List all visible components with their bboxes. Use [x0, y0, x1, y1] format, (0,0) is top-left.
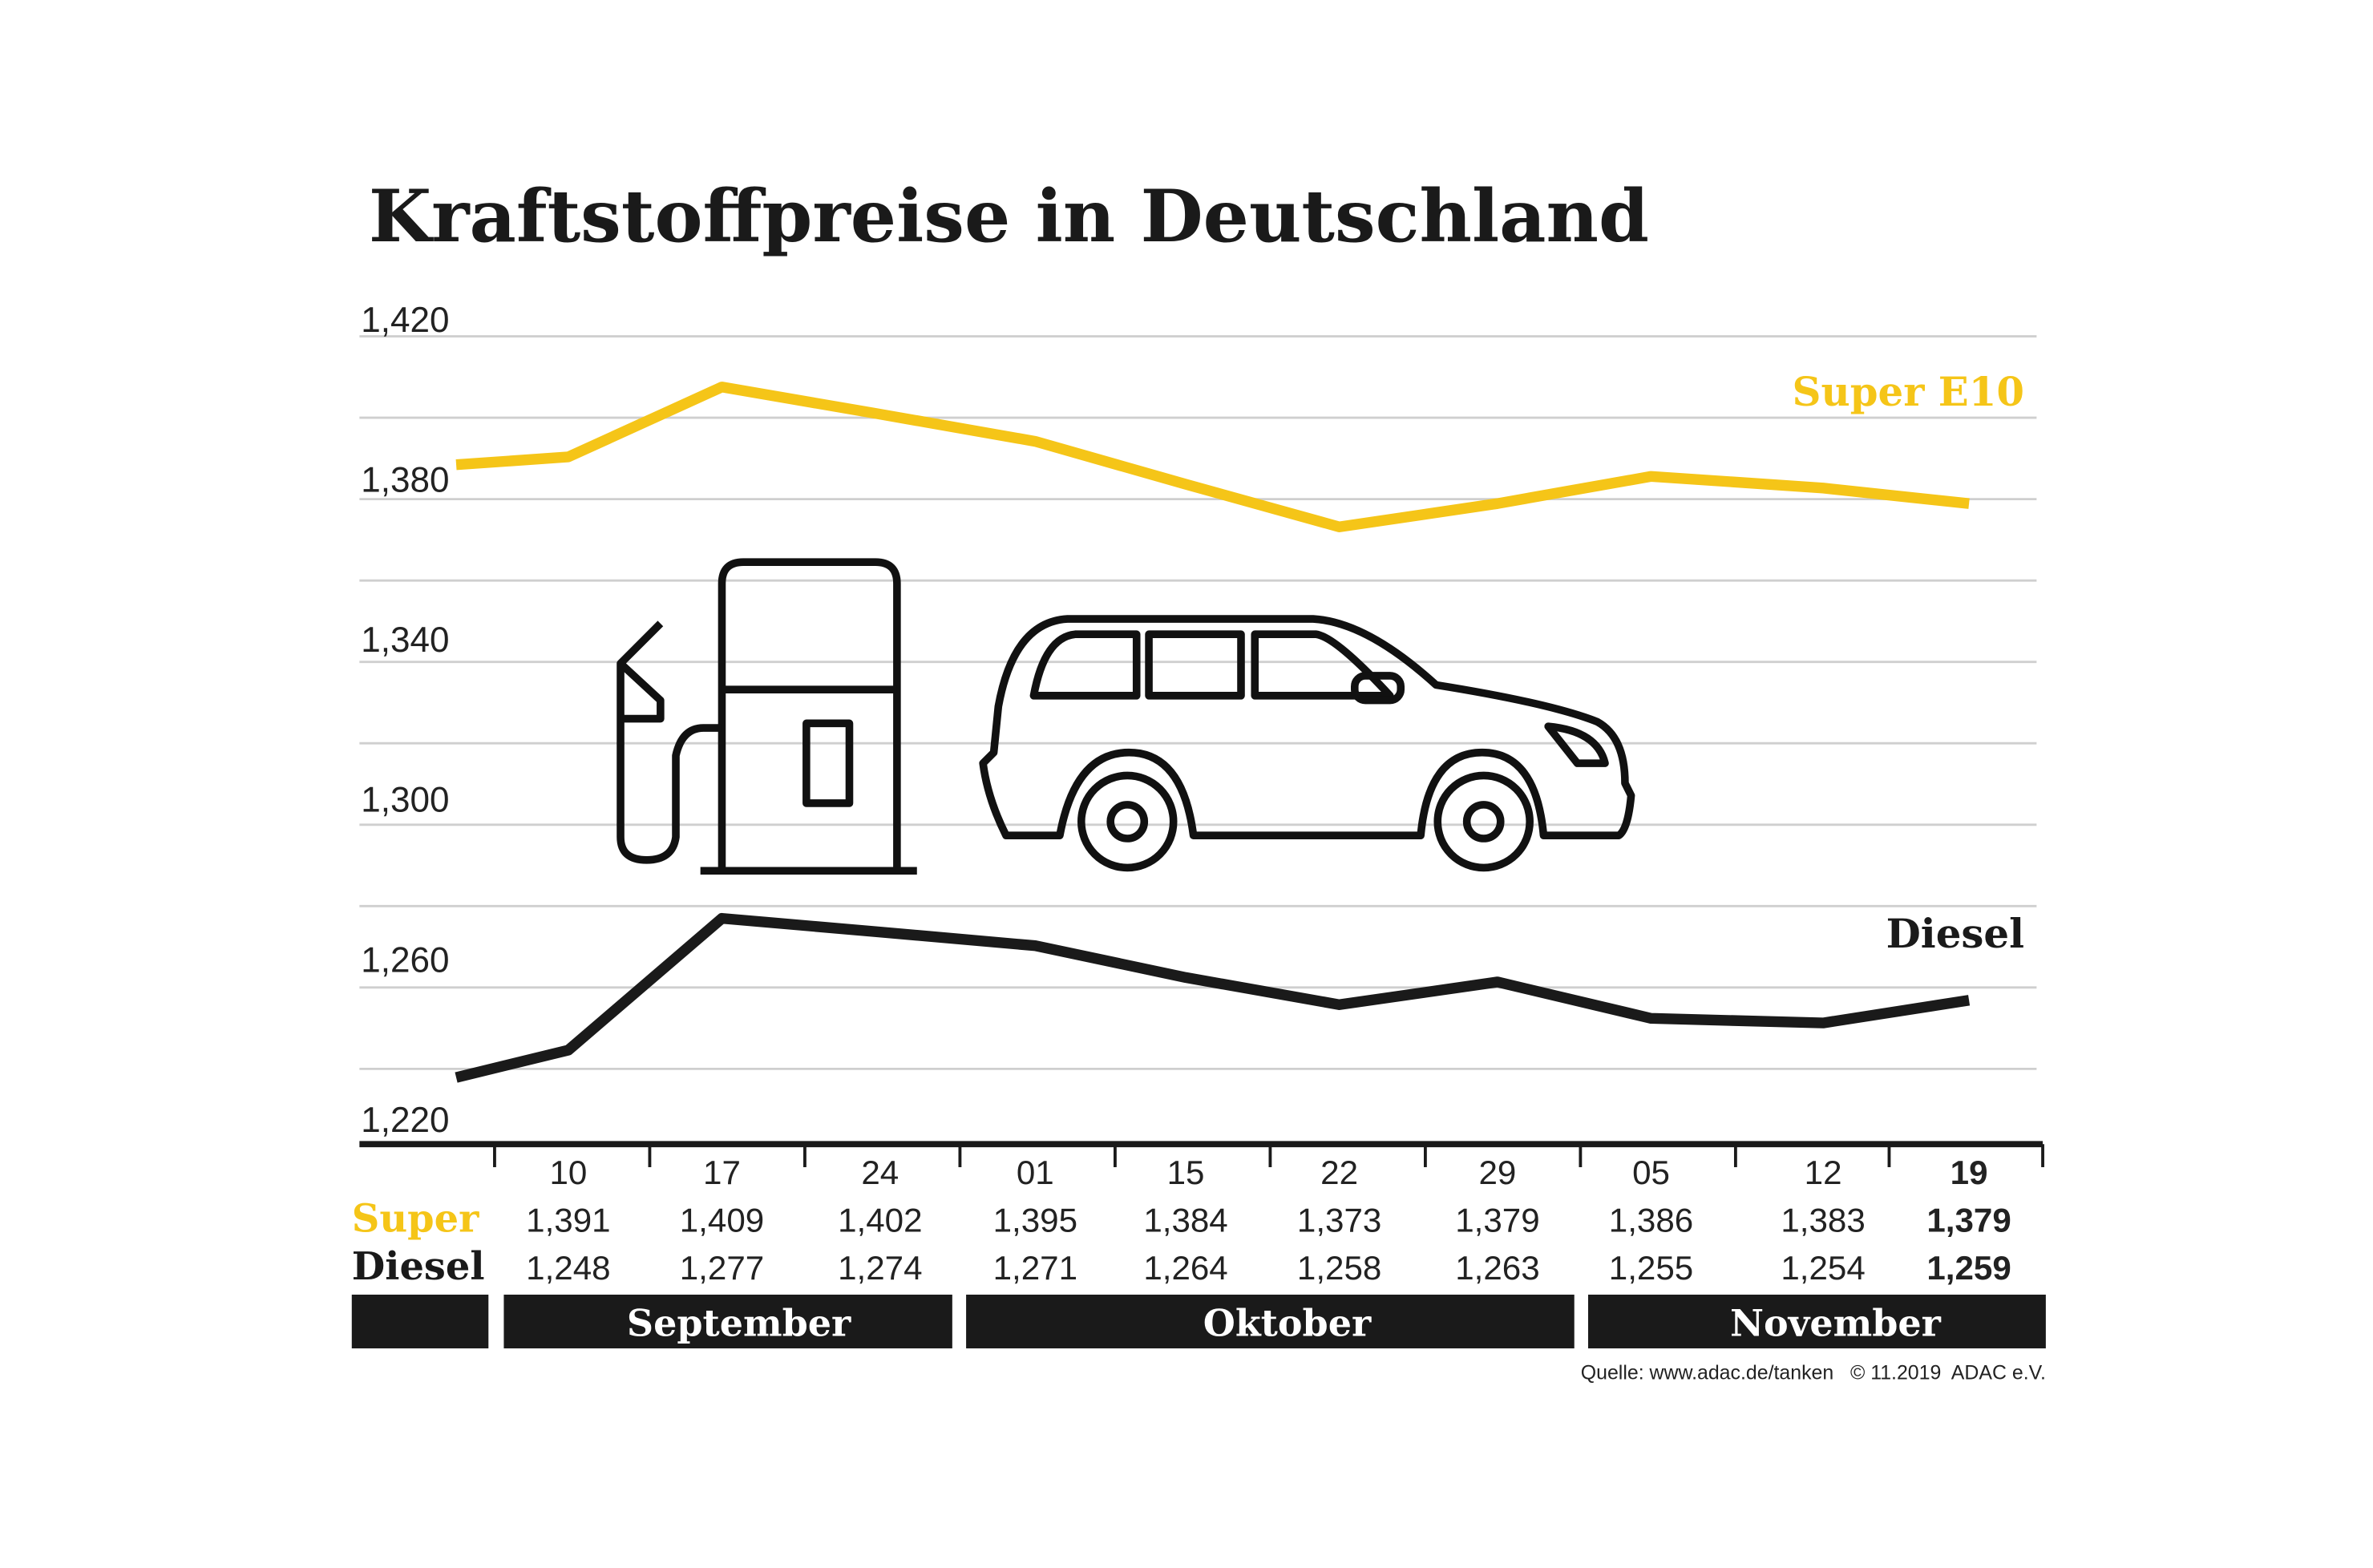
- fuel-pump-icon: [616, 558, 917, 875]
- series-line-diesel: [455, 912, 1971, 1083]
- table-value-super: 1,373: [1297, 1201, 1381, 1239]
- table-value-diesel: 1,248: [526, 1249, 610, 1287]
- month-label-september: September: [627, 1302, 851, 1345]
- table-value-super: 1,391: [526, 1201, 610, 1239]
- x-tick-label: 01: [1017, 1154, 1054, 1191]
- x-tick-label: 17: [703, 1154, 741, 1191]
- month-bar-september: [503, 1294, 952, 1349]
- table-value-diesel: 1,263: [1455, 1249, 1539, 1287]
- row-label-super: Super: [352, 1196, 479, 1241]
- price-table: 1,391 1,409 1,402 1,395 1,384 1,373 1,379 1,386…: [526, 1201, 2011, 1286]
- legend-diesel: Diesel: [1886, 910, 2024, 957]
- row-label-diesel: Diesel: [352, 1244, 485, 1289]
- series-line-super-e10: [455, 382, 1970, 533]
- table-value-diesel: 1,277: [680, 1249, 764, 1287]
- gridlines: [359, 335, 2037, 1070]
- table-value-super: 1,395: [993, 1201, 1077, 1239]
- chart-title: Kraftstoffpreise in Deutschland: [369, 174, 1649, 259]
- table-value-super: 1,409: [680, 1201, 764, 1239]
- table-value-super: 1,384: [1143, 1201, 1227, 1239]
- y-tick-label: 1,220: [361, 1101, 449, 1140]
- table-value-super: 1,379: [1926, 1201, 2011, 1239]
- x-tick-label: 22: [1320, 1154, 1358, 1191]
- x-tick-label: 10: [549, 1154, 587, 1191]
- x-axis-ticks: 10 17 24 01 15 22 29 05 12 19: [493, 1144, 2044, 1191]
- y-tick-label: 1,260: [361, 940, 449, 980]
- table-value-super: 1,402: [838, 1201, 922, 1239]
- month-bar-november: [1587, 1294, 2046, 1349]
- y-tick-label: 1,340: [361, 620, 449, 660]
- table-value-super: 1,386: [1609, 1201, 1693, 1239]
- x-tick-label: 15: [1167, 1154, 1205, 1191]
- x-tick-label: 12: [1805, 1154, 1842, 1191]
- table-value-diesel: 1,258: [1297, 1249, 1381, 1287]
- y-axis-ticks: 1,420 1,380 1,340 1,300 1,260 1,220: [361, 301, 449, 1140]
- month-bar-blank: [351, 1294, 489, 1349]
- y-tick-label: 1,300: [361, 781, 449, 820]
- car-icon: [979, 615, 1635, 872]
- table-value-super: 1,379: [1455, 1201, 1539, 1239]
- month-label-november: November: [1730, 1302, 1942, 1345]
- x-tick-label: 24: [861, 1154, 899, 1191]
- x-tick-label: 05: [1632, 1154, 1670, 1191]
- y-tick-label: 1,380: [361, 460, 449, 499]
- x-tick-label: 29: [1479, 1154, 1517, 1191]
- month-label-oktober: Oktober: [1203, 1302, 1372, 1345]
- table-value-diesel: 1,255: [1609, 1249, 1693, 1287]
- table-value-super: 1,383: [1781, 1201, 1865, 1239]
- table-value-diesel: 1,271: [993, 1249, 1077, 1287]
- series-lines: [455, 382, 1971, 1083]
- table-value-diesel: 1,254: [1781, 1249, 1865, 1287]
- month-bar-oktober: [966, 1294, 1575, 1349]
- y-tick-label: 1,420: [361, 301, 449, 340]
- table-value-diesel: 1,264: [1143, 1249, 1227, 1287]
- table-value-diesel: 1,259: [1926, 1249, 2011, 1287]
- legend-super-e10: Super E10: [1793, 368, 2025, 415]
- source-note: Quelle: www.adac.de/tanken © 11.2019 ADA…: [1581, 1361, 2046, 1384]
- table-value-diesel: 1,274: [838, 1249, 922, 1287]
- x-tick-label: 19: [1951, 1154, 1988, 1191]
